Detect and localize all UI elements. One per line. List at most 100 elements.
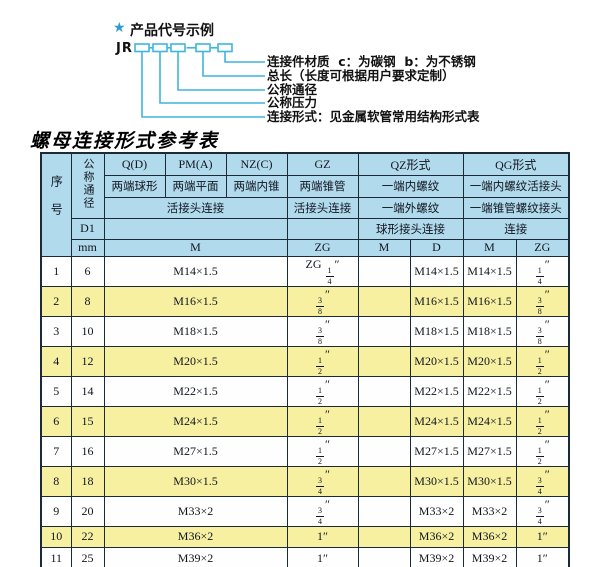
header-row-2: 两端球形 两端平面 两端内锥 两端锥管 一端内螺纹 一端内螺纹活接头 — [41, 174, 570, 198]
header-dn: 公称通径 — [70, 152, 105, 219]
connector-line-connection — [141, 51, 265, 118]
header-conn-gz: 活接头连接 — [286, 196, 359, 219]
cell-gz-zg: 3 8 ″ — [286, 315, 359, 347]
cell-qg-m: M14×1.5 — [462, 255, 517, 287]
cell-no: 9 — [40, 495, 72, 527]
cell-qz-d: M22×1.5 — [409, 375, 464, 407]
cell-gz-zg: 1″ — [286, 525, 359, 548]
cell-dn: 22 — [70, 525, 105, 548]
code-box-1 — [134, 43, 150, 53]
cell-no: 1 — [40, 255, 72, 287]
table-header: 序号 公称通径 Q(D) PM(A) NZ(C) GZ QZ形式 QG形式 两端… — [40, 152, 570, 257]
cell-qz-m — [357, 375, 411, 407]
cell-m: M27×1.5 — [103, 435, 288, 467]
label-pressure: 公称压力 — [267, 95, 318, 110]
header-group-qg: QG形式 — [462, 152, 570, 176]
header-group-qd: Q(D) — [103, 152, 166, 176]
cell-gz-zg: 3 4 ″ — [286, 495, 359, 527]
code-box-2 — [152, 43, 168, 53]
cell-qz-d: M36×2 — [409, 525, 464, 548]
label-length: 总长（长度可根据用户要求定制） — [267, 68, 455, 83]
label-connection: 连接形式：见金属软管常用结构形式表 — [267, 109, 480, 124]
header-unit-mm: mm — [70, 238, 105, 257]
cell-qg-m: M18×1.5 — [462, 315, 517, 347]
cell-m: M30×1.5 — [103, 465, 288, 497]
cell-no: 5 — [40, 375, 72, 407]
cell-qg-zg: 3 4 ″ — [515, 495, 570, 527]
table-row: 2 8 M16×1.5 3 8 ″ M16×1.5 M16×1.5 3 8 ″ — [40, 285, 570, 317]
star-icon: ★ — [113, 20, 126, 36]
cell-no: 10 — [40, 525, 72, 548]
cell-qz-d: M16×1.5 — [409, 285, 464, 317]
cell-dn: 12 — [70, 345, 105, 377]
cell-qg-m: M33×2 — [462, 495, 517, 527]
cell-no: 11 — [40, 546, 72, 567]
table-row: 9 20 M33×2 3 4 ″ M33×2 M33×2 3 4 ″ — [40, 495, 570, 527]
header-endtype-qd: 两端球形 — [103, 174, 166, 198]
cell-qg-zg: 1 2 ″ — [515, 405, 570, 437]
header-unit-m3: M — [462, 238, 517, 257]
connector-line-diameter — [177, 51, 265, 91]
connector-line-pressure — [159, 51, 265, 104]
cell-gz-zg: 1 2 ″ — [286, 375, 359, 407]
cell-qg-m: M30×1.5 — [462, 465, 517, 497]
cell-qg-zg: 1 2 ″ — [515, 435, 570, 467]
cell-qz-d: M39×2 — [409, 546, 464, 567]
cell-no: 6 — [40, 405, 72, 437]
cell-qz-d: M24×1.5 — [409, 405, 464, 437]
empty-cell — [103, 217, 288, 240]
cell-qz-m — [357, 255, 411, 287]
cell-gz-zg: ZG 1 4 ″ — [286, 255, 359, 287]
cell-m: M36×2 — [103, 525, 288, 548]
table-row: 4 12 M20×1.5 1 2 ″ M20×1.5 M20×1.5 1 2 ″ — [40, 345, 570, 377]
cell-qz-m — [357, 546, 411, 567]
cell-m: M22×1.5 — [103, 375, 288, 407]
header-group-pm: PM(A) — [164, 152, 227, 176]
header-group-qz: QZ形式 — [357, 152, 464, 176]
cell-qz-d: M33×2 — [409, 495, 464, 527]
cell-qg-zg: 1 2 ″ — [515, 345, 570, 377]
cell-m: M14×1.5 — [103, 255, 288, 287]
cell-dn: 15 — [70, 405, 105, 437]
header-row-5: mm M ZG M D M ZG — [41, 238, 570, 257]
header-endtype-gz: 两端锥管 — [286, 174, 359, 198]
header-conn-qg: 一端锥管螺纹接头 — [462, 196, 570, 219]
connector-line-material — [224, 51, 265, 63]
cell-dn: 10 — [70, 315, 105, 347]
cell-dn: 16 — [70, 435, 105, 467]
cell-gz-zg: 1 2 ″ — [286, 405, 359, 437]
cell-no: 2 — [40, 285, 72, 317]
empty-cell — [286, 217, 359, 240]
code-box-5 — [217, 43, 233, 53]
header-serial: 序号 — [40, 152, 72, 257]
cell-dn: 8 — [70, 285, 105, 317]
table-row: 8 18 M30×1.5 3 4 ″ M30×1.5 M30×1.5 3 4 ″ — [40, 465, 570, 497]
cell-qg-m: M27×1.5 — [462, 435, 517, 467]
cell-qg-m: M24×1.5 — [462, 405, 517, 437]
cell-qz-d: M18×1.5 — [409, 315, 464, 347]
header-unit-zg1: ZG — [286, 238, 359, 257]
cell-qg-zg: 3 8 ″ — [515, 315, 570, 347]
cell-qg-m: M20×1.5 — [462, 345, 517, 377]
cell-qg-m: M36×2 — [462, 525, 517, 548]
reference-table-wrap: 序号 公称通径 Q(D) PM(A) NZ(C) GZ QZ形式 QG形式 两端… — [40, 152, 570, 567]
cell-m: M24×1.5 — [103, 405, 288, 437]
header-row-4: D1 球形接头连接 连接 — [41, 217, 570, 240]
cell-qg-zg: 3 4 ″ — [515, 465, 570, 497]
cell-gz-zg: 1″ — [286, 546, 359, 567]
table-body: 1 6 M14×1.5 ZG 1 4 ″ M14×1.5 M14×1.5 1 4 ″ 2 8 M16×1.… — [40, 255, 570, 567]
header-subconn-qz: 球形接头连接 — [357, 217, 464, 240]
cell-m: M16×1.5 — [103, 285, 288, 317]
table-row: 11 25 M39×2 1″ M39×2 M39×2 1″ — [40, 546, 570, 567]
